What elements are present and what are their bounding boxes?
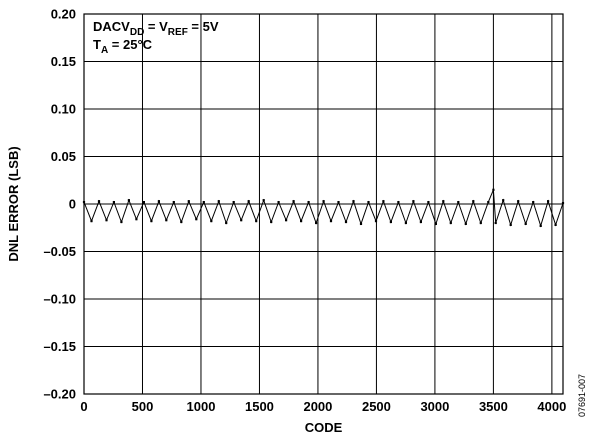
data-point (90, 220, 93, 223)
data-point (352, 200, 355, 203)
y-tick-label: 0.10 (51, 102, 76, 117)
y-tick-label: 0.05 (51, 149, 76, 164)
data-point (382, 200, 385, 203)
x-tick-label: 3500 (479, 399, 508, 414)
x-tick-label: 1500 (245, 399, 274, 414)
data-point (397, 201, 400, 204)
data-point (442, 200, 445, 203)
dnl-line (83, 189, 564, 228)
x-tick-labels: 0 500 1000 1500 2000 2500 3000 3500 4000 (80, 399, 566, 414)
data-point (300, 220, 303, 223)
data-point (142, 201, 145, 204)
data-point (255, 220, 258, 223)
data-point (165, 219, 168, 222)
x-tick-label: 2000 (303, 399, 332, 414)
data-point (464, 222, 467, 225)
annotation-supply-voltage: DACVDD = VREF = 5V (93, 19, 219, 38)
data-point (479, 221, 482, 225)
data-point (247, 200, 250, 203)
data-point (367, 201, 370, 204)
dnl-series (82, 188, 565, 228)
data-point (120, 220, 123, 224)
data-point (322, 200, 325, 203)
data-point (112, 201, 115, 204)
data-point (285, 219, 288, 222)
y-tick-label: –0.10 (43, 292, 76, 307)
y-tick-label: 0.20 (51, 7, 76, 22)
data-point (472, 200, 475, 203)
data-point (315, 221, 318, 225)
x-tick-label: 2500 (362, 399, 391, 414)
data-point (329, 220, 333, 223)
x-axis-title: CODE (305, 420, 343, 435)
data-point (262, 199, 265, 202)
annotation-temperature: TA = 25°C (93, 37, 153, 56)
data-point (270, 220, 273, 224)
data-point (225, 221, 228, 225)
grid-lines (84, 14, 563, 394)
data-point (105, 219, 108, 222)
data-point (509, 223, 512, 226)
data-point (187, 200, 190, 203)
data-point (359, 222, 363, 225)
data-point (150, 220, 153, 223)
data-point (434, 222, 437, 225)
data-point (532, 201, 535, 204)
x-tick-label: 0 (80, 399, 87, 414)
data-point (487, 201, 490, 204)
y-tick-label: –0.15 (43, 339, 76, 354)
data-point (344, 220, 348, 224)
data-point (292, 200, 295, 203)
data-point (404, 221, 407, 225)
data-point (547, 200, 550, 203)
data-point (210, 220, 213, 223)
data-point (449, 221, 452, 225)
plot-frame (83, 13, 564, 395)
data-point (277, 201, 280, 204)
data-point (412, 200, 415, 203)
data-point (554, 223, 557, 226)
y-tick-label: 0.15 (51, 54, 76, 69)
figure-id: 07691-007 (577, 374, 587, 417)
data-point (524, 222, 527, 225)
y-tick-label: –0.05 (43, 244, 76, 259)
data-point (427, 201, 430, 204)
data-point (232, 201, 235, 204)
y-tick-labels: 0.20 0.15 0.10 0.05 0 –0.05 –0.10 –0.15 –0.20 (43, 7, 76, 402)
data-point (492, 188, 495, 191)
x-tick-label: 500 (132, 399, 154, 414)
data-point (217, 200, 220, 203)
data-point (180, 220, 183, 224)
data-point (157, 200, 160, 203)
data-point (135, 218, 138, 221)
data-point (240, 219, 243, 222)
data-point (457, 201, 460, 204)
x-tick-label: 3000 (420, 399, 449, 414)
data-point (517, 200, 520, 203)
data-point (195, 218, 198, 221)
data-point (494, 221, 497, 225)
x-tick-label: 4000 (537, 399, 566, 414)
data-point (307, 201, 310, 204)
data-point (419, 220, 422, 224)
y-tick-label: –0.20 (43, 387, 76, 402)
data-point (97, 200, 101, 203)
data-point (389, 220, 392, 224)
data-point (337, 201, 340, 204)
data-point (127, 199, 130, 202)
data-point (172, 201, 175, 204)
data-point (502, 199, 505, 202)
y-tick-label: 0 (69, 197, 76, 212)
data-point (539, 224, 542, 227)
y-axis-title: DNL ERROR (LSB) (6, 146, 21, 261)
data-point (202, 201, 205, 204)
x-tick-label: 1000 (187, 399, 216, 414)
data-point (374, 220, 378, 223)
